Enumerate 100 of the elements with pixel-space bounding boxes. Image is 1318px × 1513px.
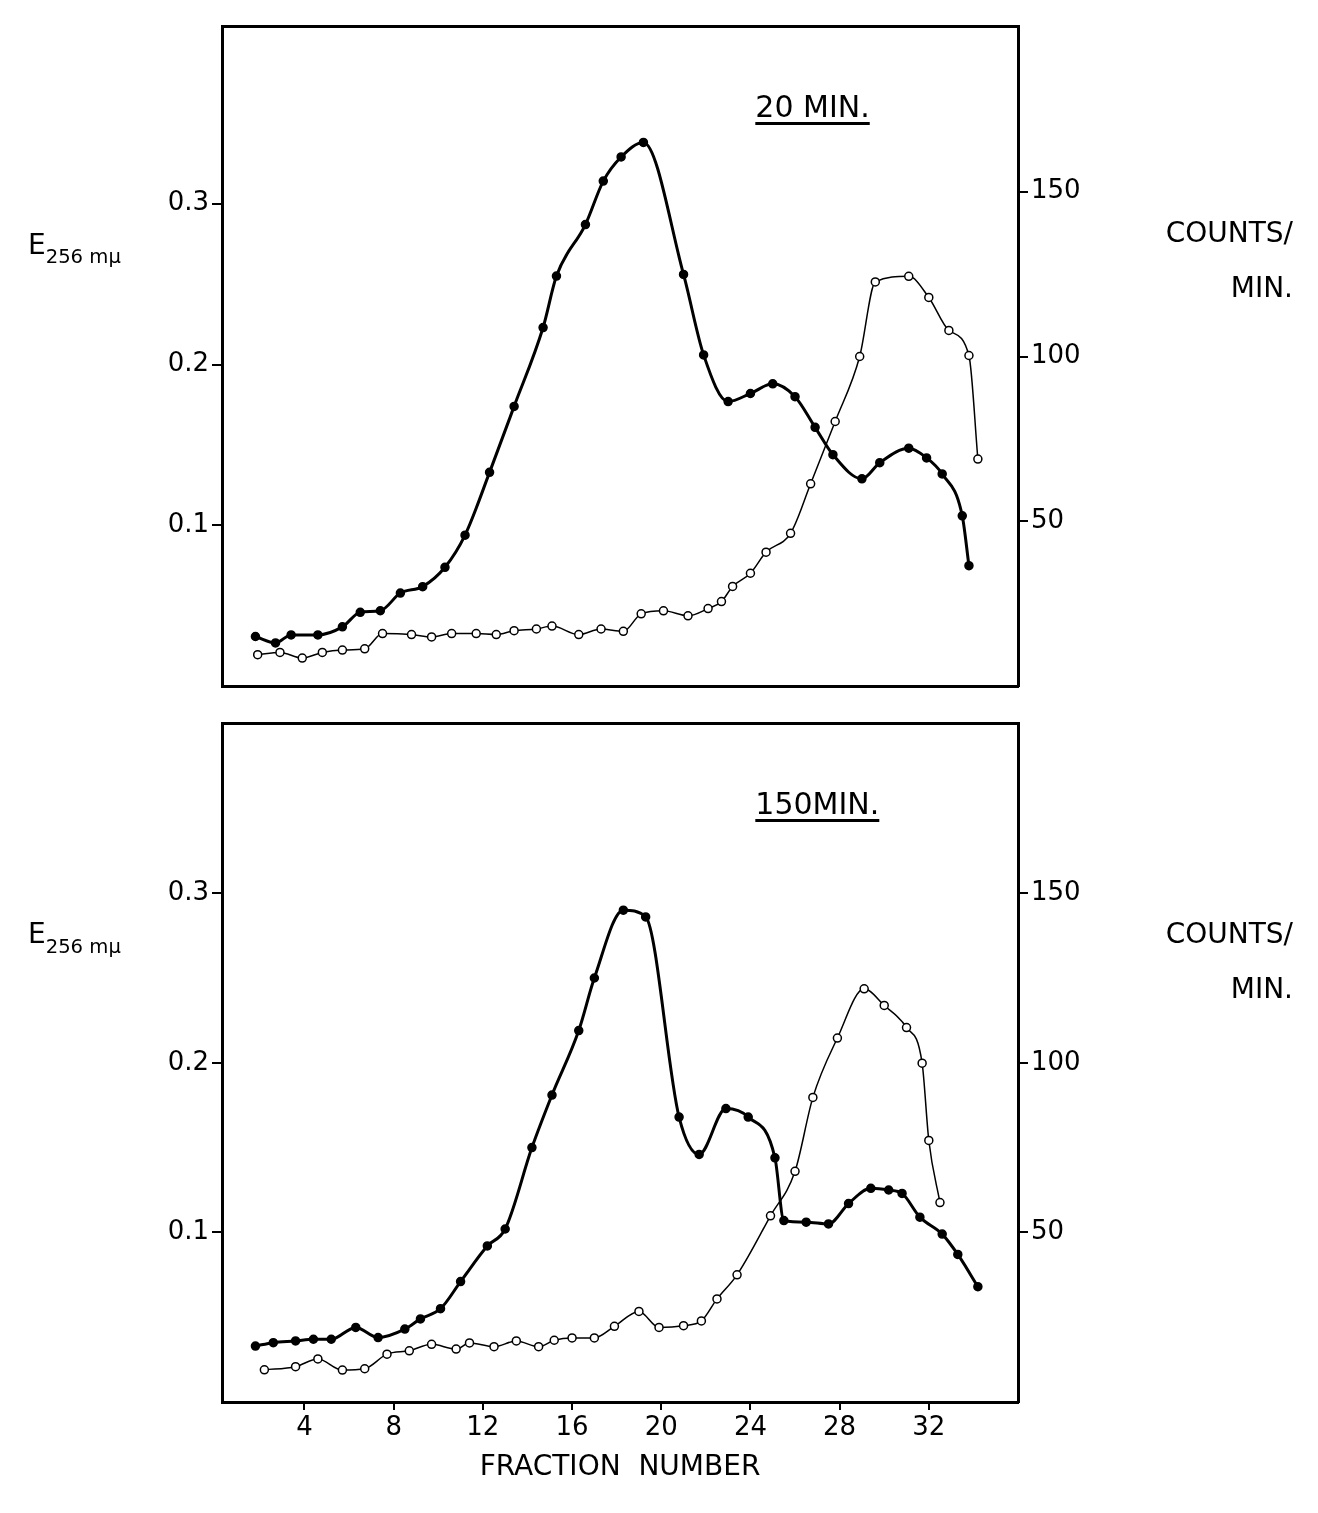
point: [308, 1334, 319, 1344]
point: [859, 984, 869, 994]
point: [609, 1321, 620, 1332]
point: [259, 1365, 270, 1375]
text: 20 MIN.: [755, 88, 870, 124]
point: [924, 1135, 934, 1146]
point: [785, 528, 796, 539]
point: [678, 1320, 689, 1331]
point: [964, 560, 974, 571]
point: [897, 1188, 907, 1199]
point: [471, 628, 481, 639]
point: [395, 588, 406, 598]
x-tick-label: 8: [385, 1411, 402, 1442]
point: [580, 219, 591, 230]
point: [937, 469, 947, 479]
point: [574, 1025, 584, 1036]
y-tick-label: 0.2: [167, 1045, 209, 1076]
point: [901, 1022, 912, 1033]
point: [712, 1294, 722, 1304]
point: [375, 606, 386, 616]
point: [440, 562, 450, 573]
point: [270, 638, 281, 648]
point: [589, 1333, 600, 1343]
point: [451, 1344, 461, 1354]
point: [743, 1112, 753, 1122]
point: [953, 1249, 963, 1260]
point: [400, 1324, 410, 1334]
point: [290, 1336, 301, 1346]
point: [883, 1185, 894, 1195]
point: [589, 973, 600, 983]
point: [732, 1270, 742, 1280]
point: [446, 628, 457, 639]
x-tick-label: 16: [555, 1411, 589, 1442]
point: [832, 1033, 843, 1043]
point: [973, 1281, 983, 1292]
y2-axis-title: COUNTS/ MIN.: [1165, 215, 1294, 304]
point: [359, 644, 370, 654]
point: [317, 647, 328, 658]
point: [509, 625, 519, 636]
point: [313, 630, 323, 640]
point: [250, 631, 261, 642]
point: [721, 1103, 731, 1114]
point: [355, 607, 365, 618]
point: [464, 1338, 475, 1348]
point: [761, 547, 771, 557]
point: [723, 396, 733, 407]
point: [404, 1346, 415, 1356]
point: [801, 1217, 811, 1227]
point: [770, 1153, 780, 1163]
point: [810, 422, 820, 433]
y2-tick-label: 50: [1031, 1215, 1065, 1246]
point: [640, 912, 651, 922]
point: [915, 1212, 925, 1222]
point: [482, 1241, 493, 1251]
point: [377, 628, 388, 639]
x-tick-label: 24: [733, 1411, 767, 1442]
point: [250, 1341, 261, 1351]
y2-tick-label: 100: [1031, 339, 1081, 370]
point: [866, 1183, 876, 1194]
y-tick-label: 0.1: [167, 1215, 209, 1246]
point: [460, 530, 470, 540]
point: [337, 622, 348, 632]
point: [904, 271, 914, 282]
y-tick-label: 0.1: [167, 508, 209, 539]
y2-tick-label: 150: [1031, 174, 1081, 205]
point: [745, 388, 756, 399]
point: [937, 1229, 947, 1239]
point: [870, 277, 881, 287]
y2-tick-label: 100: [1031, 1045, 1081, 1076]
y2-axis-title: COUNTS/ MIN.: [1165, 917, 1294, 1006]
point: [511, 1336, 522, 1346]
point: [618, 626, 629, 637]
point: [382, 1349, 392, 1359]
point: [574, 629, 584, 640]
point: [426, 632, 437, 642]
point: [854, 351, 865, 362]
point: [618, 905, 629, 915]
y2-tick-label: 150: [1031, 875, 1081, 906]
point: [727, 581, 738, 592]
point: [823, 1219, 834, 1229]
point: [489, 1341, 499, 1352]
point: [290, 1361, 301, 1372]
point: [527, 1142, 537, 1153]
point: [415, 1314, 426, 1324]
point: [286, 630, 296, 640]
point: [252, 649, 263, 660]
point: [598, 176, 609, 186]
point: [509, 401, 519, 412]
point: [767, 379, 778, 389]
point: [500, 1224, 510, 1234]
point: [875, 457, 885, 468]
point: [924, 292, 934, 303]
point: [857, 474, 867, 484]
point: [805, 479, 816, 489]
point: [696, 1316, 707, 1326]
point: [435, 1303, 446, 1314]
point: [964, 350, 974, 361]
point: [491, 629, 501, 640]
point: [337, 645, 348, 655]
x-axis-title: FRACTION NUMBER: [479, 1449, 761, 1482]
